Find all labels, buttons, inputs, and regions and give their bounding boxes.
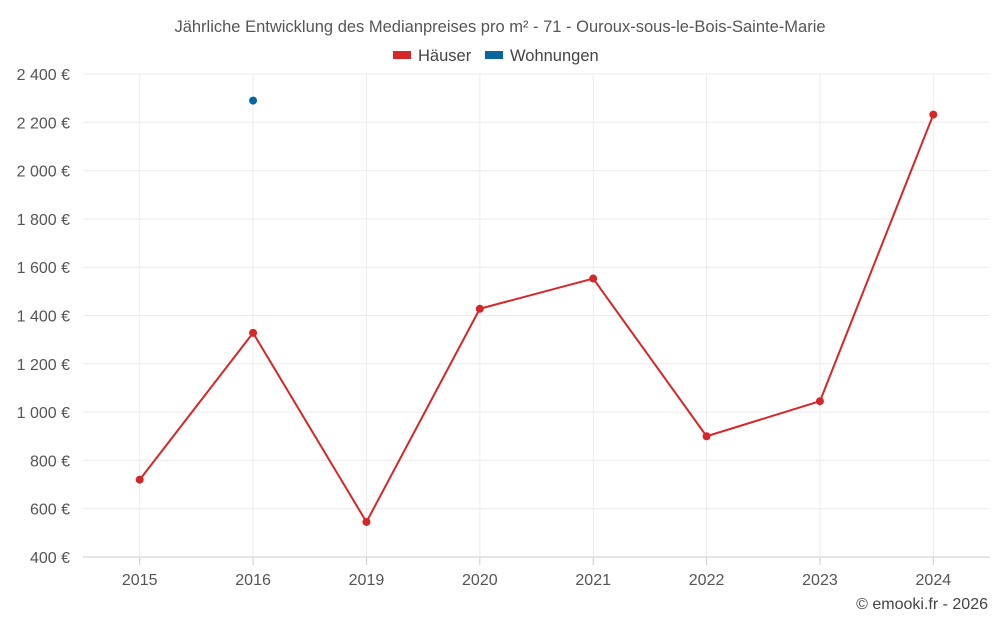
data-point-haeuser[interactable] bbox=[929, 110, 938, 119]
legend: Häuser Wohnungen bbox=[393, 47, 599, 65]
legend-swatch-wohnungen bbox=[485, 51, 503, 59]
y-tick-label: 1 400 € bbox=[17, 309, 70, 326]
x-tick-label: 2024 bbox=[916, 572, 952, 589]
data-point-haeuser[interactable] bbox=[135, 475, 144, 484]
legend-item-wohnungen[interactable]: Wohnungen bbox=[485, 47, 599, 65]
data-point-haeuser[interactable] bbox=[815, 397, 824, 406]
y-tick-label: 1 000 € bbox=[17, 405, 70, 422]
y-axis: 400 € 600 € 800 € 1 000 € 1 200 € 1 400 € 1 60… bbox=[17, 67, 70, 567]
legend-label-wohnungen: Wohnungen bbox=[510, 47, 599, 65]
data-point-haeuser[interactable] bbox=[249, 328, 258, 337]
x-tick-label: 2016 bbox=[235, 572, 271, 589]
y-tick-label: 1 800 € bbox=[17, 212, 70, 229]
data-point-haeuser[interactable] bbox=[475, 304, 484, 313]
x-tick-label: 2020 bbox=[462, 572, 498, 589]
x-tick-label: 2015 bbox=[122, 572, 158, 589]
y-tick-label: 400 € bbox=[30, 550, 70, 567]
y-tick-label: 2 000 € bbox=[17, 164, 70, 181]
grid bbox=[83, 73, 990, 558]
x-tick-label: 2023 bbox=[802, 572, 838, 589]
chart-title: Jährliche Entwicklung des Medianpreises … bbox=[174, 18, 825, 36]
y-tick-label: 2 400 € bbox=[17, 67, 70, 84]
series-line-haeuser bbox=[138, 114, 935, 523]
y-tick-label: 1 200 € bbox=[17, 357, 70, 374]
y-tick-label: 2 200 € bbox=[17, 115, 70, 132]
y-tick-label: 1 600 € bbox=[17, 260, 70, 277]
x-tick-label: 2019 bbox=[349, 572, 385, 589]
legend-label-haeuser: Häuser bbox=[418, 47, 472, 65]
x-tick-label: 2021 bbox=[575, 572, 611, 589]
data-point-haeuser[interactable] bbox=[702, 432, 711, 441]
data-point-haeuser[interactable] bbox=[589, 274, 598, 283]
credit: © emooki.fr - 2026 bbox=[856, 596, 988, 613]
y-tick-label: 800 € bbox=[30, 453, 70, 470]
x-tick-label: 2022 bbox=[689, 572, 725, 589]
data-point-wohnungen[interactable] bbox=[249, 96, 258, 105]
series-layer bbox=[135, 96, 938, 526]
legend-item-haeuser[interactable]: Häuser bbox=[393, 47, 472, 65]
x-axis: 2015 2016 2019 2020 2021 2022 2023 2024 bbox=[122, 557, 951, 589]
y-tick-label: 600 € bbox=[30, 502, 70, 519]
data-point-haeuser[interactable] bbox=[362, 517, 371, 526]
legend-swatch-haeuser bbox=[393, 51, 411, 59]
